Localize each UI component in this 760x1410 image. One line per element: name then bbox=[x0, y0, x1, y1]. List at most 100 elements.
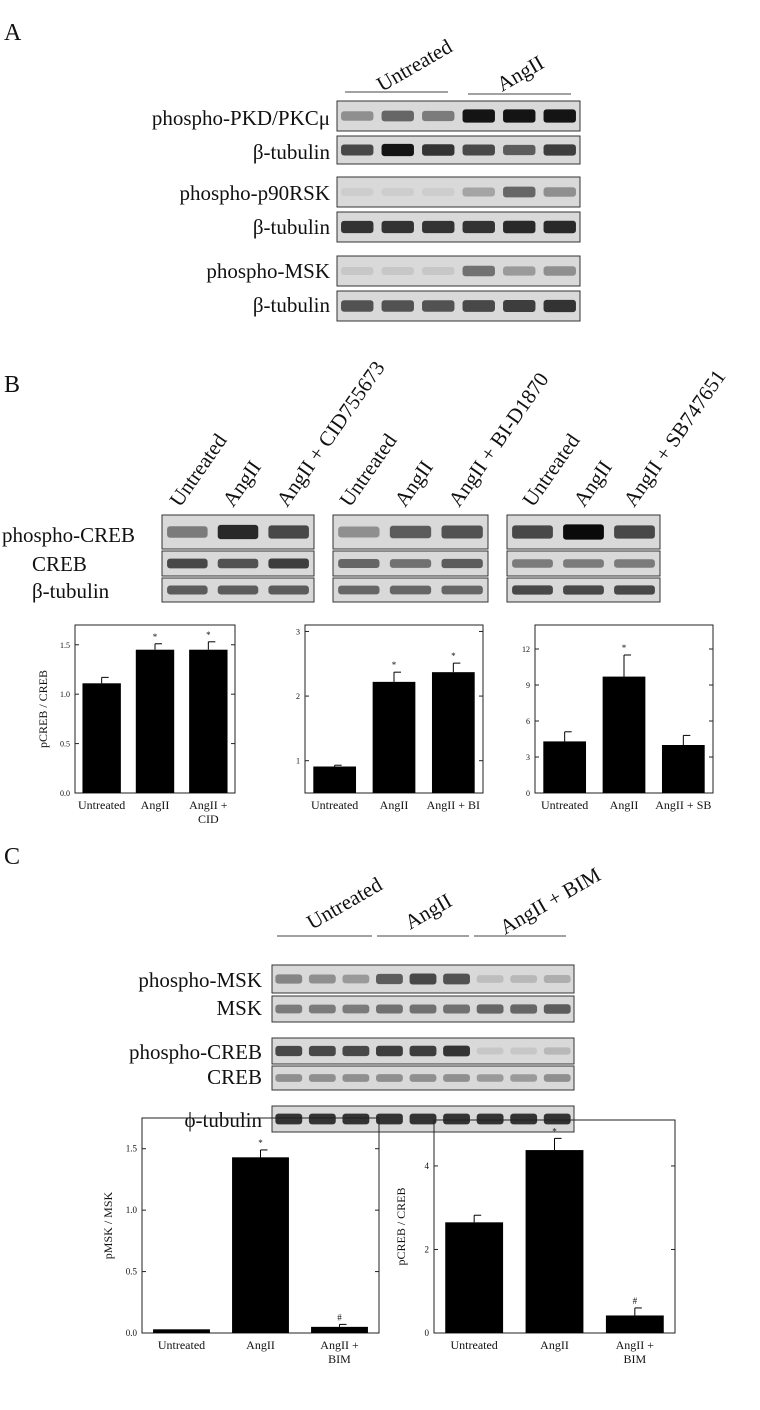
blot-band bbox=[217, 585, 259, 595]
blot-band bbox=[503, 186, 536, 198]
panel-a-blot bbox=[336, 135, 581, 165]
bar-chart-2: 1 2 3 Untreated * AngII * AngII + BI bbox=[296, 624, 484, 812]
blot-band bbox=[441, 558, 483, 569]
blot-band bbox=[308, 974, 336, 984]
x-tick-label: AngII + bbox=[189, 798, 228, 812]
significance-mark: * bbox=[552, 1126, 557, 1136]
significance-mark: * bbox=[206, 630, 211, 640]
blot-band bbox=[443, 1004, 470, 1014]
blot-band bbox=[443, 1045, 470, 1057]
x-tick-label: Untreated bbox=[451, 1338, 498, 1352]
blot-band bbox=[409, 1004, 437, 1014]
blot-band bbox=[614, 525, 655, 539]
blot-band bbox=[422, 300, 455, 312]
blot-band bbox=[167, 558, 208, 569]
panel-b-lane-label: AngII + CID755673 bbox=[271, 356, 389, 510]
panel-c-row-label: ϕ-tubulin bbox=[184, 1108, 262, 1132]
blot-band bbox=[338, 585, 380, 595]
panel-c-blot bbox=[271, 1037, 575, 1065]
x-tick-label: AngII + BI bbox=[427, 798, 480, 812]
panel-b-blot-pcreb bbox=[161, 514, 315, 550]
blot-band bbox=[409, 1113, 437, 1125]
blot-band bbox=[510, 975, 538, 983]
bar-charts: 0.0 0.5 1.0 1.5 pCREB / CREB Untreated * AngII *… bbox=[36, 624, 714, 1366]
blot-band bbox=[441, 525, 483, 539]
blot-band bbox=[510, 1004, 538, 1014]
blot-band bbox=[342, 1045, 370, 1057]
y-tick-label: 1.5 bbox=[60, 641, 70, 650]
blot-band bbox=[543, 187, 576, 197]
x-tick-label: CID bbox=[198, 812, 219, 826]
panel-b-blot-creb bbox=[506, 550, 661, 577]
panel-a-row-label: β-tubulin bbox=[253, 293, 331, 317]
blot-strip bbox=[336, 255, 581, 287]
panel-b-lane-label: AngII bbox=[217, 456, 265, 511]
panel-b-row-label: β-tubulin bbox=[32, 579, 110, 603]
y-tick-label: 1.0 bbox=[126, 1205, 138, 1215]
blot-band bbox=[476, 1074, 504, 1082]
blot-band bbox=[462, 109, 495, 123]
y-tick-label: 12 bbox=[522, 645, 530, 654]
blot-band bbox=[342, 1113, 370, 1125]
blot-band bbox=[503, 266, 536, 276]
bar-chart-1: 0.0 0.5 1.0 1.5 pCREB / CREB Untreated * AngII *… bbox=[36, 624, 236, 826]
significance-mark: * bbox=[451, 651, 456, 661]
blot-band bbox=[376, 973, 403, 985]
blot-band bbox=[543, 1004, 571, 1014]
significance-mark: # bbox=[337, 1312, 342, 1322]
blot-band bbox=[338, 559, 380, 568]
blot-band bbox=[422, 188, 455, 196]
panel-b-blot-tubulin bbox=[506, 577, 661, 603]
panel-a-row-label: phospho-PKD/PKCμ bbox=[152, 106, 330, 130]
blot-band bbox=[381, 267, 414, 275]
blot-band bbox=[422, 220, 455, 234]
x-tick-label: AngII bbox=[540, 1338, 569, 1352]
blot-band bbox=[308, 1004, 336, 1014]
bar bbox=[445, 1222, 504, 1333]
x-tick-label: AngII bbox=[380, 798, 409, 812]
blot-band bbox=[409, 1045, 437, 1057]
blot-band bbox=[422, 144, 455, 156]
panel-a-group-untreated: Untreated bbox=[373, 34, 457, 96]
bar bbox=[543, 741, 587, 793]
blot-band bbox=[341, 188, 374, 196]
blot-band bbox=[563, 585, 604, 595]
blot-band bbox=[543, 1074, 571, 1082]
blot-band bbox=[376, 1004, 403, 1014]
blot-band bbox=[275, 1004, 303, 1014]
panel-a-group-angii: AngII bbox=[493, 50, 548, 96]
x-tick-label: Untreated bbox=[158, 1338, 205, 1352]
blot-band bbox=[389, 585, 432, 595]
blot-band bbox=[167, 526, 208, 538]
blot-band bbox=[338, 526, 380, 538]
panel-a-row-label: phospho-p90RSK bbox=[179, 181, 330, 205]
blot-band bbox=[512, 585, 553, 595]
blot-band bbox=[217, 524, 259, 540]
y-tick-label: 9 bbox=[526, 681, 530, 690]
panel-c-blot bbox=[271, 964, 575, 994]
panel-b-lane-label: AngII + SB747651 bbox=[618, 365, 730, 511]
blot-band bbox=[543, 109, 576, 123]
y-tick-label: 0 bbox=[425, 1328, 430, 1338]
bar bbox=[311, 1326, 368, 1333]
y-axis-label: pCREB / CREB bbox=[36, 670, 50, 748]
bar bbox=[313, 766, 357, 793]
blot-band bbox=[409, 973, 437, 985]
blot-band bbox=[389, 559, 432, 568]
blot-band bbox=[409, 1074, 437, 1082]
panel-c-group-angii: AngII bbox=[401, 888, 456, 934]
x-tick-label: AngII bbox=[246, 1338, 275, 1352]
blot-band bbox=[512, 559, 553, 568]
blot-band bbox=[441, 585, 483, 595]
blot-band bbox=[381, 220, 414, 234]
panel-c-blot bbox=[271, 995, 575, 1023]
blot-band bbox=[342, 1074, 370, 1082]
panel-a-blots bbox=[336, 100, 581, 322]
bar-chart-5: 0 2 4 pCREB / CREB Untreated * AngII # AngII +BI… bbox=[394, 1119, 676, 1366]
panel-b-blot-creb bbox=[332, 550, 489, 577]
blot-band bbox=[381, 110, 414, 122]
blot-band bbox=[381, 188, 414, 196]
panel-b-lane-label: AngII bbox=[389, 456, 437, 511]
x-tick-label: AngII + SB bbox=[655, 798, 711, 812]
panel-a-blot bbox=[336, 255, 581, 287]
